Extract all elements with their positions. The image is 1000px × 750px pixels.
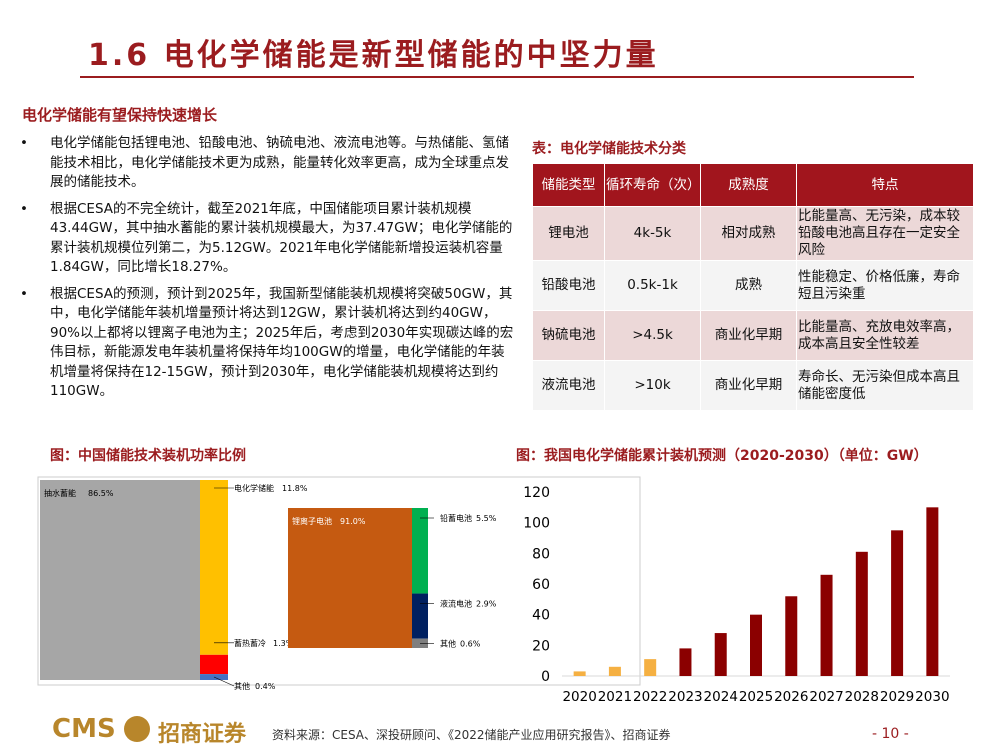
- table: 储能类型 循环寿命（次） 成熟度 特点 锂电池 4k-5k 相对成熟 比能量高、无污染，成本…: [532, 163, 974, 411]
- sub-name: 液流电池: [440, 599, 472, 609]
- sub-block: [412, 593, 428, 639]
- bar: [926, 507, 939, 676]
- block-name: 抽水蓄能: [44, 488, 76, 498]
- bullets: 电化学储能包括锂电池、铅酸电池、钠硫电池、液流电池等。与热储能、氢储能技术相比，…: [20, 134, 518, 409]
- leader: [213, 676, 235, 687]
- bar: [855, 551, 868, 676]
- figure-frame: [37, 476, 641, 686]
- y-tick-label: 80: [532, 546, 550, 562]
- bar: [573, 671, 586, 676]
- sub-name: 其他: [440, 638, 456, 648]
- block-name: 锂离子电池: [292, 516, 332, 526]
- title: 1.6 电化学储能是新型储能的中坚力量: [88, 38, 659, 73]
- sub-value: 0.6%: [460, 639, 481, 648]
- td: 比能量高、充放电效率高，成本高且安全性较差: [796, 310, 974, 361]
- sub-name: 铅蓄电池: [440, 513, 472, 523]
- page-number: - 10 -: [872, 726, 909, 742]
- x-tick-label: 2022: [633, 689, 667, 705]
- block-value: 86.5%: [88, 489, 114, 498]
- bar: [714, 633, 727, 676]
- brand: 招商证券: [158, 722, 247, 747]
- figure-caption: 图：我国电化学储能累计装机预测（2020-2030）（单位：GW）: [516, 448, 928, 464]
- x-tick-label: 2025: [739, 689, 773, 705]
- bullet: 根据CESA的不完全统计，截至2021年底，中国储能项目累计装机规模43.44G…: [20, 200, 518, 278]
- x-tick-label: 2028: [845, 689, 879, 705]
- sub-block: [412, 508, 428, 594]
- td: 成熟: [700, 260, 797, 311]
- table-caption: 表：电化学储能技术分类: [532, 141, 686, 157]
- sub-name: 蓄热蓄冷: [234, 638, 266, 648]
- td: 0.5k-1k: [604, 260, 701, 311]
- x-tick-label: 2026: [774, 689, 808, 705]
- sub-name: 电化学储能: [234, 483, 274, 493]
- td: 相对成熟: [700, 206, 797, 261]
- y-tick-label: 40: [532, 608, 550, 624]
- y-tick-label: 100: [523, 516, 550, 532]
- block-value: 91.0%: [340, 517, 366, 526]
- td: 商业化早期: [700, 310, 797, 361]
- x-tick-label: 2023: [668, 689, 702, 705]
- bar: [608, 666, 621, 676]
- bar: [679, 648, 692, 676]
- td: 液流电池: [532, 360, 605, 411]
- td: 商业化早期: [700, 360, 797, 411]
- y-tick-label: 0: [541, 669, 550, 685]
- charts: 抽水蓄能 86.5% 电化学储能 11.8% 蓄热蓄冷 1.3% 其他 0.4% 锂离子电池 91…: [37, 476, 950, 705]
- td: 比能量高、无污染，成本较铅酸电池高且存在一定安全风险: [796, 206, 974, 261]
- td: >10k: [604, 360, 701, 411]
- section-title: 电化学储能有望保持快速增长: [22, 106, 218, 124]
- bullet: 电化学储能包括锂电池、铅酸电池、钠硫电池、液流电池等。与热储能、氢储能技术相比，…: [20, 134, 518, 193]
- y-tick-label: 120: [523, 485, 550, 501]
- logo: CMS: [52, 714, 116, 744]
- td: >4.5k: [604, 310, 701, 361]
- bar: [891, 530, 904, 676]
- source: 资料来源：CESA、深投研顾问、《2022储能产业应用研究报告》、招商证券: [272, 728, 671, 742]
- bar: [820, 574, 833, 676]
- bar: [750, 614, 762, 676]
- td: 铅酸电池: [532, 260, 605, 311]
- th: 储能类型: [532, 163, 605, 207]
- x-tick-label: 2027: [809, 689, 843, 705]
- x-tick-label: 2020: [562, 689, 596, 705]
- td: 钠硫电池: [532, 310, 605, 361]
- bar: [644, 659, 657, 676]
- sub-block: [200, 654, 228, 675]
- figure-caption: 图：中国储能技术装机功率比例: [50, 448, 246, 464]
- x-tick-label: 2021: [598, 689, 632, 705]
- y-tick-label: 60: [532, 577, 550, 593]
- sub-value: 5.5%: [476, 514, 497, 523]
- sub-value: 1.3%: [273, 639, 294, 648]
- y-tick-label: 20: [532, 638, 550, 654]
- bar: [785, 596, 798, 676]
- x-tick-label: 2029: [880, 689, 914, 705]
- td: 寿命长、无污染但成本高且储能密度低: [796, 360, 974, 411]
- primary-block: [40, 480, 200, 680]
- th: 成熟度: [700, 163, 797, 207]
- x-tick-label: 2024: [704, 689, 738, 705]
- td: 锂电池: [532, 206, 605, 261]
- primary-block: [288, 508, 412, 648]
- sub-value: 0.4%: [255, 682, 276, 691]
- sub-value: 11.8%: [282, 484, 308, 493]
- bullet: 根据CESA的预测，预计到2025年，我国新型储能装机规模将突破50GW，其中，…: [20, 285, 518, 402]
- x-tick-label: 2030: [915, 689, 949, 705]
- th: 循环寿命（次）: [604, 163, 701, 207]
- sub-block: [200, 480, 228, 655]
- title-rule: [80, 76, 914, 78]
- td: 性能稳定、价格低廉，寿命短且污染重: [796, 260, 974, 311]
- logo-icon: [124, 716, 150, 742]
- sub-name: 其他: [234, 681, 250, 691]
- td: 4k-5k: [604, 206, 701, 261]
- sub-value: 2.9%: [476, 600, 497, 609]
